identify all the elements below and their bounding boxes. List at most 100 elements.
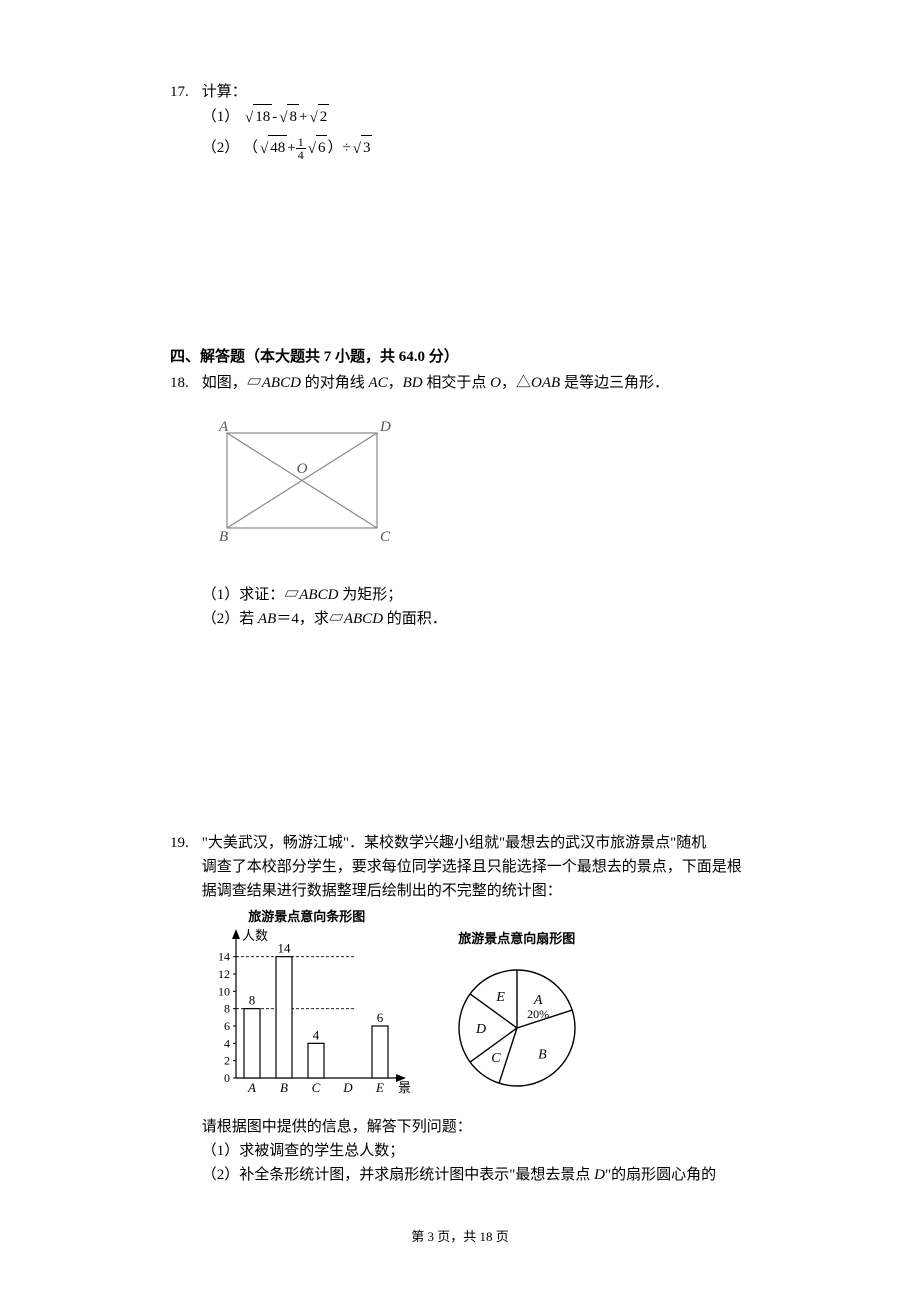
pie-chart-title: 旅游景点意向扇形图 [432,929,602,950]
svg-text:0: 0 [224,1071,230,1085]
page-total: 18 [480,1229,493,1244]
t: "的扇形圆心角的 [605,1167,716,1183]
rectangle-diagram: A D B C O [202,413,402,553]
sqrt-icon: 2 [307,104,329,129]
q17-p2-label: （2） [202,140,240,156]
svg-text:D: D [342,1080,353,1095]
sqrt-icon: 18 [243,104,272,129]
radicand-6: 6 [316,135,328,160]
svg-text:C: C [491,1051,501,1066]
question-17: 17. 计算： （1） 18-8+2 （2） （48+146）÷3 [170,80,750,161]
svg-text:4: 4 [313,1027,320,1042]
label-C: C [380,529,391,545]
question-18: 18. 如图，▱ABCD 的对角线 AC，BD 相交于点 O，△OAB 是等边三… [170,371,750,631]
abcd: ABCD [344,611,383,627]
q17-stem: 计算： [202,84,247,100]
svg-text:B: B [538,1047,547,1062]
t: 为矩形； [338,587,402,603]
t: （1）求证：▱ [202,587,300,603]
t: （2）补全条形统计图，并求扇形统计图中表示"最想去景点 [202,1167,594,1183]
q19-part2: （2）补全条形统计图，并求扇形统计图中表示"最想去景点 D"的扇形圆心角的 [202,1163,750,1187]
svg-text:4: 4 [224,1036,230,1050]
svg-text:2: 2 [224,1054,230,1068]
pie-chart-block: 旅游景点意向扇形图 A B CD E 20% [432,907,602,1108]
radicand-48: 48 [268,135,287,160]
q19-line1: "大美武汉，畅游江城"．某校数学兴趣小组就"最想去的武汉市旅游景点"随机 [202,835,707,851]
svg-text:12: 12 [218,967,230,981]
q18-stem: 如图，▱ABCD 的对角线 AC，BD 相交于点 O，△OAB 是等边三角形． [202,375,669,391]
svg-text:6: 6 [224,1019,230,1033]
abcd: ABCD [299,587,338,603]
radicand-3: 3 [361,135,373,160]
t: ＝4，求▱ [276,611,344,627]
q18-part2: （2）若 AB＝4，求▱ABCD 的面积． [202,607,750,631]
ac: AC [368,375,387,391]
q18-figure: A D B C O [202,413,750,553]
label-A: A [218,419,229,435]
o: O [490,375,501,391]
section-4-heading: 四、解答题（本大题共 7 小题，共 64.0 分） [170,345,750,369]
svg-text:人数: 人数 [242,928,268,943]
svg-text:E: E [375,1080,384,1095]
frac-den: 4 [296,149,306,161]
radicand-18: 18 [253,104,272,129]
t: 相交于点 [423,375,491,391]
svg-text:景点: 景点 [398,1080,412,1095]
sqrt-icon: 48 [258,135,287,160]
q17-part1: （1） 18-8+2 [202,109,329,125]
sqrt-icon: 8 [277,104,299,129]
svg-text:B: B [280,1080,288,1095]
q19-part1: （1）求被调查的学生总人数； [202,1139,750,1163]
svg-text:A: A [533,993,543,1008]
q17-p1-label: （1） [202,109,240,125]
d: D [594,1167,605,1183]
t: 第 [411,1229,427,1244]
svg-text:C: C [311,1080,320,1095]
svg-text:6: 6 [377,1010,384,1025]
t: 是等边三角形． [560,375,669,391]
label-D: D [379,419,391,435]
q17-number: 17. [170,80,198,104]
q19-line2: 调查了本校部分学生，要求每位同学选择且只能选择一个最想去的景点，下面是根 [202,859,742,875]
document-page: 17. 计算： （1） 18-8+2 （2） （48+146）÷3 四、解答题（… [0,0,920,1288]
q17-p2-expr: （48+146）÷3 [243,140,372,156]
radicand-8: 8 [287,104,299,129]
q17-body: 计算： （1） 18-8+2 （2） （48+146）÷3 [202,80,750,161]
bar-chart-title: 旅游景点意向条形图 [202,907,412,928]
bar-chart-block: 旅游景点意向条形图 人数景点024681012148A14B4CD6E [202,907,412,1111]
svg-text:10: 10 [218,984,230,998]
t: 的面积． [383,611,447,627]
t: （2）若 [202,611,258,627]
blank-space [170,161,750,331]
svg-text:14: 14 [218,950,230,964]
svg-text:14: 14 [277,941,291,956]
t: 页，共 [434,1229,480,1244]
bar-chart: 人数景点024681012148A14B4CD6E [202,928,412,1103]
fraction: 14 [296,136,306,161]
t: 页 [493,1229,509,1244]
svg-text:8: 8 [224,1002,230,1016]
t: ，△ [501,375,531,391]
q18-part1: （1）求证：▱ABCD 为矩形； [202,583,750,607]
pie-chart: A B CD E 20% [432,950,602,1100]
blank-space [170,631,750,831]
t: 的对角线 [301,375,369,391]
q17-p1-expr: 18-8+2 [243,109,329,125]
q19-after: 请根据图中提供的信息，解答下列问题： [202,1115,750,1139]
svg-text:E: E [495,990,505,1005]
q19-body: "大美武汉，畅游江城"．某校数学兴趣小组就"最想去的武汉市旅游景点"随机 调查了… [202,831,750,1187]
q19-number: 19. [170,831,198,855]
question-19: 19. "大美武汉，畅游江城"．某校数学兴趣小组就"最想去的武汉市旅游景点"随机… [170,831,750,1187]
label-O: O [296,461,307,477]
label-B: B [219,529,228,545]
t: ， [388,375,403,391]
q17-part2: （2） （48+146）÷3 [202,135,373,161]
svg-text:20%: 20% [527,1007,549,1021]
sqrt-icon: 6 [306,135,328,160]
abcd: ABCD [262,375,301,391]
q18-number: 18. [170,371,198,395]
svg-text:A: A [247,1080,256,1095]
svg-text:D: D [475,1022,486,1037]
t: 如图，▱ [202,375,262,391]
oab: OAB [531,375,560,391]
